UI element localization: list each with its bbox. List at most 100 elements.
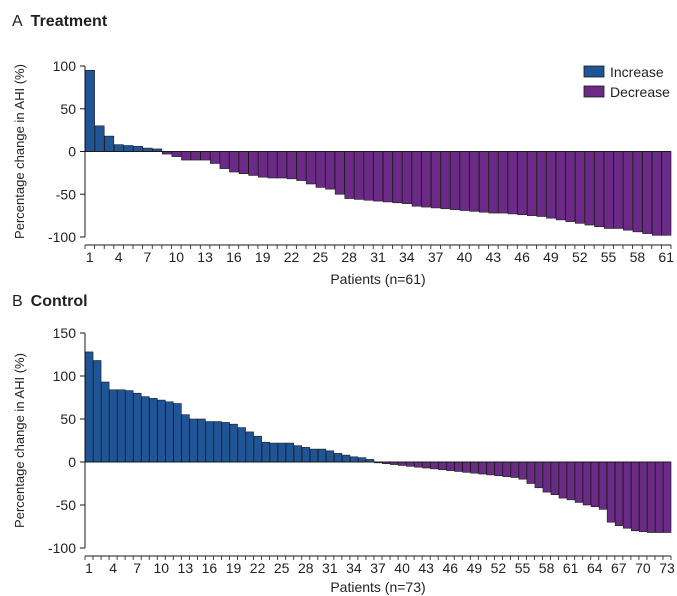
panel-a-bar [248,151,259,176]
panel-b-bar [141,396,150,463]
panel-a-bar [267,151,278,179]
panel-a-bar [258,151,268,178]
panel-a-chart: -100 -50 0 50 100 1 4 7 10 13 16 19 22 25 28 31 34 37 40 43… [12,58,674,287]
panel-a-x-tick-label: 61 [658,249,674,265]
panel-a-bar [555,151,566,221]
panel-a-bar [334,151,345,195]
panel-a-bar [373,151,384,202]
panel-a-bar [133,146,143,152]
panel-a-bar [507,151,518,215]
panel-b-bar [213,421,222,463]
panel-a-bar [536,151,547,217]
panel-b-letter: B [12,293,23,310]
panel-b-bar [502,461,511,477]
panel-b-bar [638,461,648,532]
panel-b-y-axis-label: Percentage change in AHI (%) [12,353,27,528]
panel-a-bar [498,151,508,214]
panel-a-bar [469,151,480,212]
panel-b-bar [277,442,286,463]
panel-b-bar [430,461,439,470]
panel-a-x-tick-label: 34 [399,249,415,265]
panel-b-bar [181,414,190,463]
panel-a-x-axis-label: Patients (n=61) [330,271,425,287]
legend-swatch-decrease [583,85,605,98]
panel-a-bar [113,144,124,152]
panel-a-bar [478,151,489,213]
panel-b-bar [462,461,471,473]
panel-b-x-tick-label: 37 [370,560,386,576]
panel-b-bar [542,461,551,493]
panel-b-x-tick-label: 19 [226,560,242,576]
panel-a-bar [363,151,374,201]
panel-b-x-axis-label: Patients (n=73) [330,579,425,595]
panel-a-y-tick-label: 100 [53,58,77,74]
panel-b-bar [109,389,118,463]
panel-b-bar [655,461,664,533]
panel-a-bar [277,151,288,179]
panel-b-y-tick-label: -100 [48,540,76,556]
panel-b-bar [518,461,527,480]
panel-a-y-axis-label: Percentage change in AHI (%) [12,64,27,239]
panel-b-x-tick-label: 13 [178,560,194,576]
panel-a-bar [565,151,576,222]
panel-a-bar [402,151,412,204]
panel-b-bar [261,441,270,463]
panel-b-x-tick-label: 52 [491,560,507,576]
panel-a-bar [642,151,653,234]
panel-b-bar [93,360,102,463]
panel-a-bar [296,151,307,181]
panel-a-bar [200,151,211,161]
panel-a-bar [219,151,230,169]
panel-a-bar [306,151,316,185]
panel-a-bar [411,151,422,207]
panel-b-x-tick-label: 40 [394,560,410,576]
panel-b-x-tick-label: 61 [563,560,579,576]
panel-a-bar [94,125,105,152]
panel-b-x-tick-label: 58 [539,560,555,576]
panel-a-bar [459,151,470,211]
panel-b-bar [157,399,166,463]
panel-b-x-tick-label: 70 [635,560,651,576]
panel-a-bar [594,151,605,228]
panel-b-bar [149,398,158,463]
panel-b-bar [333,453,343,463]
panel-b-x-tick-label: 28 [298,560,314,576]
panel-a-y-tick-label: -50 [56,186,76,202]
panel-a-x-tick-label: 10 [168,249,184,265]
panel-b-bar [237,427,246,463]
panel-a-bar [450,151,460,210]
panel-a-bar [603,151,614,229]
panel-b-bar [117,389,126,463]
panel-a-bar [354,151,364,200]
panel-a-bar [526,151,537,216]
panel-b-bar [173,403,182,463]
panel-b-bar [558,461,567,499]
panel-a-y-tick-label: 50 [60,101,76,117]
panel-b-bar [526,461,535,484]
panel-b-bar [422,461,431,469]
panel-a-x-tick-label: 37 [428,249,444,265]
panel-b-x-tick-label: 16 [202,560,218,576]
panel-a-bar [190,151,201,161]
panel-b-bar [598,461,608,510]
panel-b-bar [101,381,110,463]
panel-a-bar [104,135,115,152]
panel-b-x-tick-label: 73 [659,560,675,576]
panel-b-bar [622,461,632,529]
panel-b-bar [494,461,503,477]
panel-a-bar [85,69,95,152]
panel-a-bar [575,151,585,224]
panel-b-x-tick-label: 4 [109,560,117,576]
panel-b-y-tick-label: 50 [60,411,76,427]
panel-b-x-tick-label: 34 [346,560,362,576]
panel-a-bar [440,151,451,210]
panel-a-x-tick-label: 58 [630,249,646,265]
panel-a-bar [488,151,499,214]
panel-a-bar [325,151,336,190]
panel-b-bar [325,450,335,463]
panel-a-bar [181,151,191,161]
panel-b-bar [309,448,319,463]
panel-a-bar [421,151,432,208]
panel-b-x-tick-label: 49 [467,560,483,576]
panel-b-bar [590,461,600,508]
